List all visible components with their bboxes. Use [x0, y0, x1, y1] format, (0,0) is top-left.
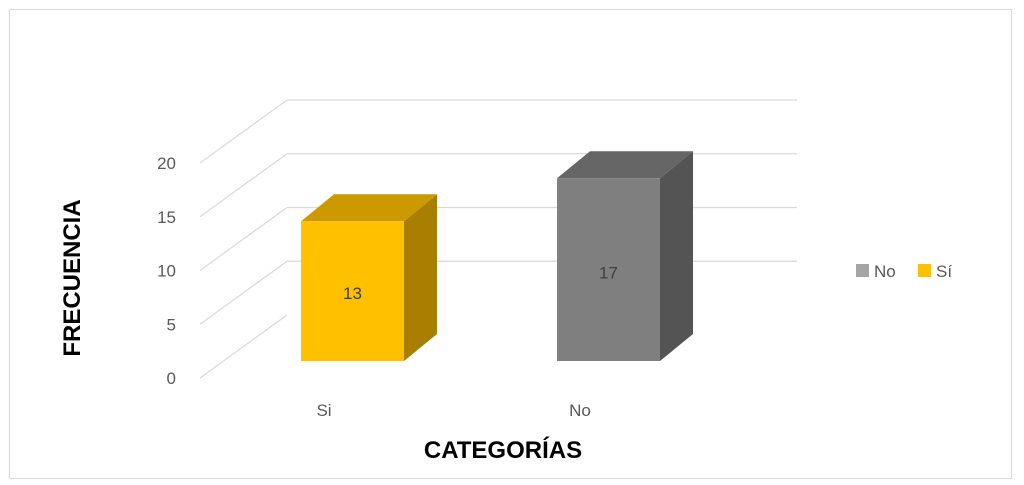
legend-swatch: [856, 264, 869, 277]
legend-label: No: [874, 262, 896, 281]
y-tick-label: 20: [157, 154, 176, 173]
bar-side: [404, 194, 437, 361]
legend-label: Sí: [936, 262, 952, 281]
x-category-label: No: [569, 401, 591, 420]
y-axis-ticks: 0 5 10 15 20: [157, 154, 176, 388]
y-tick-label: 10: [157, 262, 176, 281]
bar-front: [557, 178, 660, 361]
bar-front: [301, 221, 404, 361]
y-tick-label: 15: [157, 208, 176, 227]
gridline: [199, 260, 288, 325]
bar-top: [301, 194, 437, 222]
gridline: [199, 153, 288, 218]
legend-entry: No: [856, 262, 896, 281]
data-label: 13: [343, 284, 362, 303]
data-label: 17: [599, 263, 618, 282]
gridline: [199, 314, 288, 379]
y-tick-label: 0: [167, 369, 176, 388]
y-tick-label: 5: [167, 315, 176, 334]
gridline: [199, 99, 288, 164]
bar-side: [660, 151, 693, 361]
bar-top: [557, 151, 693, 179]
chart-area: [9, 9, 1012, 479]
gridline: [199, 207, 288, 271]
bar-si: 13: [301, 194, 437, 361]
gridlines: [199, 99, 797, 379]
legend-entry: Sí: [918, 262, 952, 281]
bar-no: 17: [557, 151, 693, 361]
x-category-label: Si: [316, 401, 331, 420]
x-axis-categories: Si No: [316, 401, 590, 420]
x-axis-title: CATEGORÍAS: [424, 436, 582, 464]
bars: 13 17: [301, 151, 693, 361]
legend: No Sí: [856, 262, 952, 281]
y-axis-title: FRECUENCIA: [59, 199, 86, 356]
legend-swatch: [918, 264, 931, 277]
